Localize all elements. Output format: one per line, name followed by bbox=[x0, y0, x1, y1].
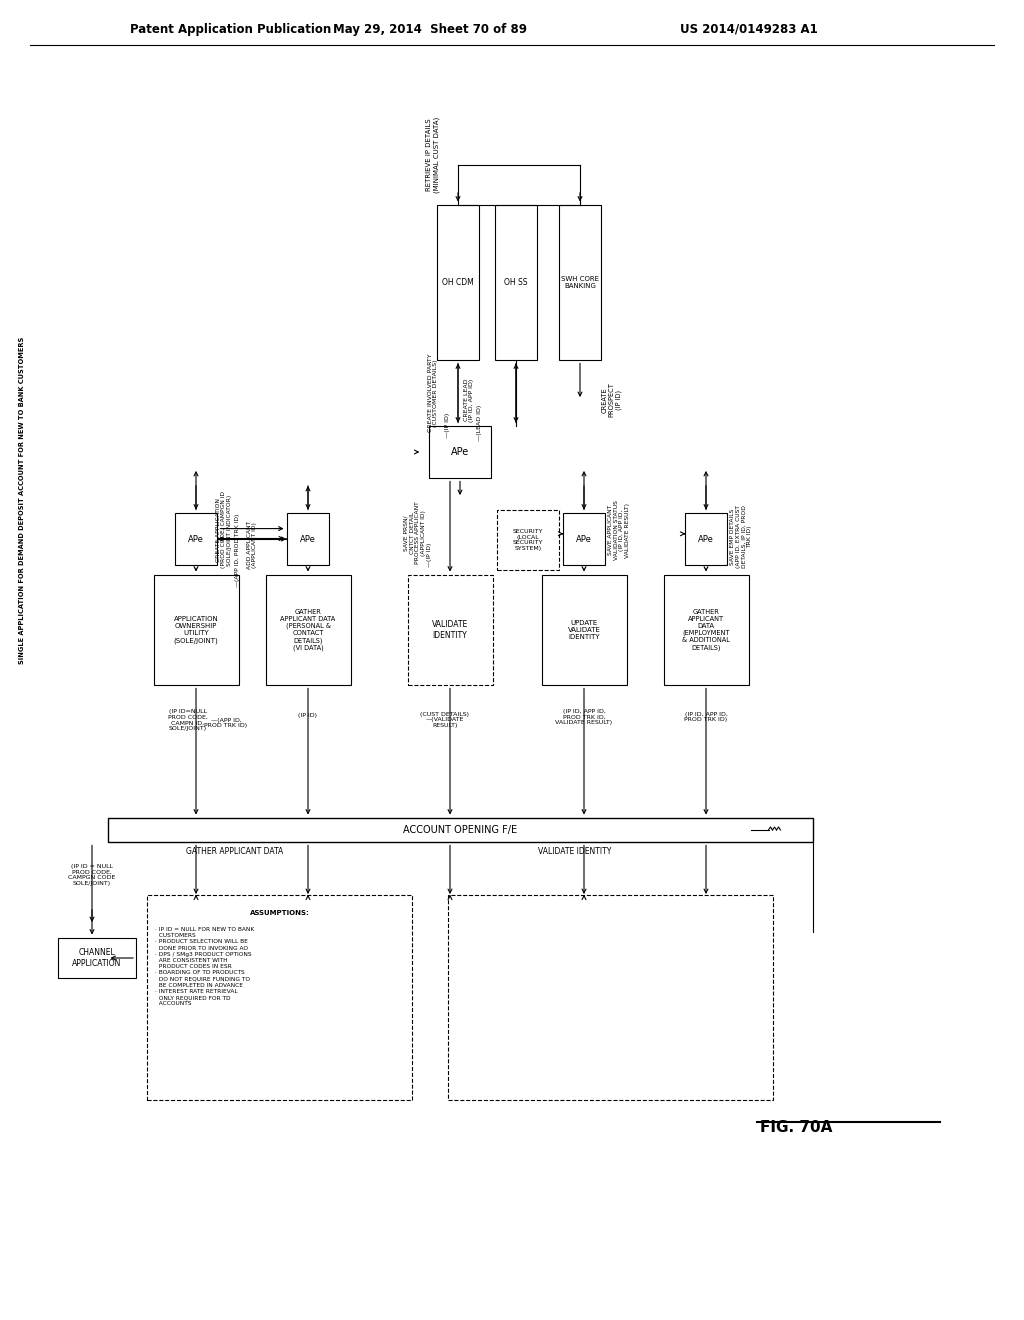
Text: CREATE
PROSPECT
(IP ID): CREATE PROSPECT (IP ID) bbox=[602, 383, 623, 417]
Bar bbox=[542, 576, 627, 685]
Bar bbox=[449, 895, 773, 1100]
Text: Patent Application Publication: Patent Application Publication bbox=[130, 22, 331, 36]
Text: OH CDM: OH CDM bbox=[442, 279, 474, 286]
Bar bbox=[147, 895, 412, 1100]
Text: CREATE INVOLVED PARTY
(CUSTOMER DETAILS): CREATE INVOLVED PARTY (CUSTOMER DETAILS) bbox=[428, 354, 438, 433]
Text: (IP ID, APP ID,
PROD TRK ID,
VALIDATE RESULT): (IP ID, APP ID, PROD TRK ID, VALIDATE RE… bbox=[555, 709, 612, 725]
Text: ASSUMPTIONS:: ASSUMPTIONS: bbox=[250, 909, 309, 916]
Text: VALIDATE
IDENTITY: VALIDATE IDENTITY bbox=[432, 620, 468, 640]
Text: APe: APe bbox=[698, 535, 714, 544]
Text: CREATE LEAD
(IP ID, APP ID): CREATE LEAD (IP ID, APP ID) bbox=[464, 379, 474, 421]
Text: APPLICATION
OWNERSHIP
UTILITY
(SOLE/JOINT): APPLICATION OWNERSHIP UTILITY (SOLE/JOIN… bbox=[174, 616, 218, 644]
Text: SAVE EMP DETAILS
(APP ID, EXTRA CUST
DETAILS, IP ID, PROD
TRK ID): SAVE EMP DETAILS (APP ID, EXTRA CUST DET… bbox=[730, 506, 753, 569]
Text: —(LEAD ID): —(LEAD ID) bbox=[476, 405, 481, 441]
Text: —(IP ID): —(IP ID) bbox=[427, 543, 432, 568]
Text: CHANNEL
APPLICATION: CHANNEL APPLICATION bbox=[73, 948, 122, 968]
Text: RETRIEVE IP DETAILS
(MINIMAL CUST DATA): RETRIEVE IP DETAILS (MINIMAL CUST DATA) bbox=[426, 117, 439, 193]
Bar bbox=[685, 513, 727, 565]
Text: ACCOUNT OPENING F/E: ACCOUNT OPENING F/E bbox=[403, 825, 517, 836]
Text: APe: APe bbox=[300, 535, 316, 544]
Text: CREATE APPLICATION
(PROD CODE, CAMPGN ID
SOLE/JOINT INDICATOR): CREATE APPLICATION (PROD CODE, CAMPGN ID… bbox=[216, 491, 232, 569]
Text: OH SS: OH SS bbox=[504, 279, 527, 286]
Text: SAVE PRSN/
CNTCT DETAIL
PROCESS APPLICANT
(APPLICANT ID): SAVE PRSN/ CNTCT DETAIL PROCESS APPLICAN… bbox=[403, 502, 426, 565]
Text: SINGLE APPLICATION FOR DEMAND DEPOSIT ACCOUNT FOR NEW TO BANK CUSTOMERS: SINGLE APPLICATION FOR DEMAND DEPOSIT AC… bbox=[19, 337, 25, 664]
Text: APe: APe bbox=[577, 535, 592, 544]
Text: —(APP ID,
PROD TRK ID): —(APP ID, PROD TRK ID) bbox=[205, 718, 248, 729]
Text: (IP ID = NULL
PROD CODE,
CAMPGN CODE
SOLE/JOINT): (IP ID = NULL PROD CODE, CAMPGN CODE SOL… bbox=[69, 863, 116, 886]
Bar bbox=[58, 939, 136, 978]
Bar bbox=[287, 513, 329, 565]
Bar bbox=[408, 576, 493, 685]
Text: (CUST DETAILS)
—(VALIDATE
RESULT): (CUST DETAILS) —(VALIDATE RESULT) bbox=[421, 711, 469, 729]
Text: SWH CORE
BANKING: SWH CORE BANKING bbox=[561, 276, 599, 289]
Text: (IP ID): (IP ID) bbox=[299, 713, 317, 718]
Bar bbox=[664, 576, 749, 685]
Bar bbox=[429, 426, 490, 478]
Text: —(IP ID): —(IP ID) bbox=[444, 412, 450, 438]
Text: GATHER
APPLICANT
DATA
(EMPLOYMENT
& ADDITIONAL
DETAILS): GATHER APPLICANT DATA (EMPLOYMENT & ADDI… bbox=[682, 609, 730, 651]
Text: APe: APe bbox=[451, 447, 469, 457]
Bar bbox=[175, 513, 217, 565]
Bar bbox=[559, 205, 601, 360]
Text: (IP ID=NULL
PROD CODE,
CAMPN ID,
SOLE/JOINT): (IP ID=NULL PROD CODE, CAMPN ID, SOLE/JO… bbox=[168, 709, 208, 731]
Bar bbox=[437, 205, 479, 360]
Text: GATHER APPLICANT DATA: GATHER APPLICANT DATA bbox=[186, 847, 284, 857]
Text: · IP ID = NULL FOR NEW TO BANK
  CUSTOMERS
· PRODUCT SELECTION WILL BE
  DONE PR: · IP ID = NULL FOR NEW TO BANK CUSTOMERS… bbox=[155, 927, 254, 1006]
Text: SECURITY
(LOCAL
SECURITY
SYSTEM): SECURITY (LOCAL SECURITY SYSTEM) bbox=[513, 529, 544, 552]
Text: UPDATE
VALIDATE
IDENTITY: UPDATE VALIDATE IDENTITY bbox=[567, 620, 600, 640]
Text: ADD APPLICANT
(APPLICANT ID): ADD APPLICANT (APPLICANT ID) bbox=[247, 521, 257, 569]
Text: US 2014/0149283 A1: US 2014/0149283 A1 bbox=[680, 22, 818, 36]
Text: SAVE APPLICANT
VALIDATION STATUS
(IP ID, APP ID,
VALIDATE RESULT): SAVE APPLICANT VALIDATION STATUS (IP ID,… bbox=[608, 500, 630, 560]
Bar bbox=[265, 576, 350, 685]
Text: GATHER
APPLICANT DATA
(PERSONAL &
CONTACT
DETAILS)
(VI DATA): GATHER APPLICANT DATA (PERSONAL & CONTAC… bbox=[281, 609, 336, 651]
Bar bbox=[497, 510, 559, 570]
Text: May 29, 2014  Sheet 70 of 89: May 29, 2014 Sheet 70 of 89 bbox=[333, 22, 527, 36]
Text: —(APP ID, PROD TRK ID): —(APP ID, PROD TRK ID) bbox=[236, 513, 241, 586]
Bar bbox=[154, 576, 239, 685]
Bar bbox=[563, 513, 605, 565]
Bar bbox=[108, 818, 813, 842]
Text: (IP ID, APP ID,
PROD TRK ID): (IP ID, APP ID, PROD TRK ID) bbox=[684, 711, 728, 722]
Text: APe: APe bbox=[188, 535, 204, 544]
Bar bbox=[495, 205, 537, 360]
Text: VALIDATE IDENTITY: VALIDATE IDENTITY bbox=[539, 847, 611, 857]
Text: FIG. 70A: FIG. 70A bbox=[760, 1119, 833, 1134]
